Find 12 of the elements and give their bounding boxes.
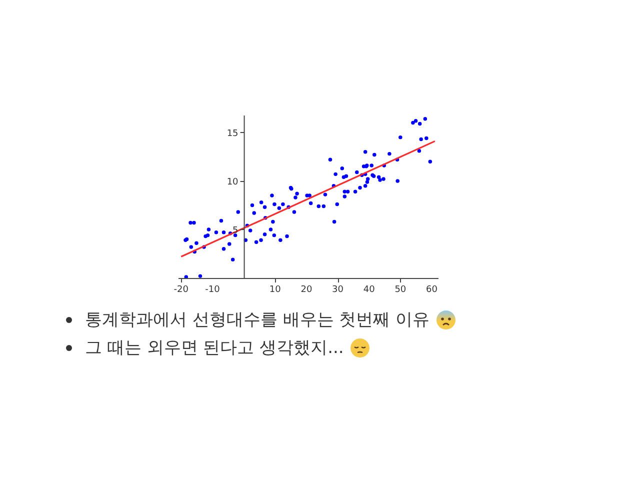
y-tick-label: 10 — [226, 177, 239, 188]
x-tick-label: 10 — [269, 285, 282, 295]
x-tick-label: -20 — [174, 285, 189, 295]
x-tick-label: 30 — [332, 285, 344, 295]
x-tick-label: 50 — [394, 285, 406, 295]
text: 그 때는 외우면 된다고 생각했지... — [85, 337, 344, 360]
x-tick-label: 20 — [300, 285, 312, 295]
text: 통계학과에서 선형대수를 배우는 첫번째 이유 — [85, 309, 430, 332]
x-tick-label: 60 — [426, 285, 438, 295]
y-tick-label: 15 — [226, 128, 238, 139]
x-tick-label: 40 — [363, 285, 376, 295]
x-tick-label: -10 — [205, 285, 220, 295]
